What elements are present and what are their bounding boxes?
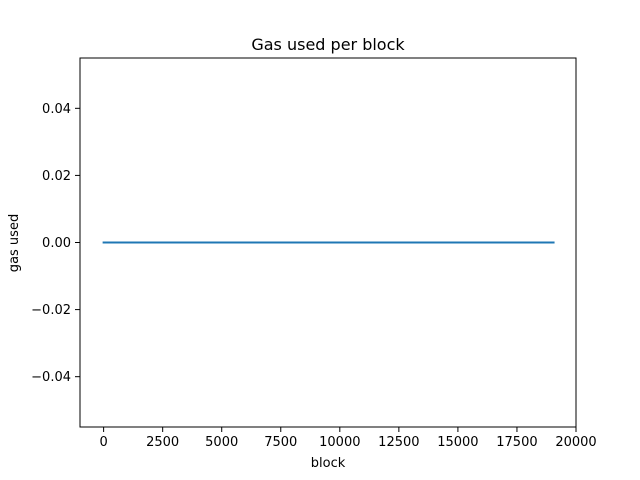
x-tick-label: 2500 (146, 435, 179, 450)
y-tick-label: 0.00 (42, 236, 71, 251)
chart-title: Gas used per block (251, 35, 405, 54)
x-tick-label: 12500 (378, 435, 419, 450)
y-tick-label: 0.02 (42, 169, 71, 184)
x-tick-label: 20000 (555, 435, 596, 450)
y-tick-label: 0.04 (42, 102, 71, 117)
y-tick-label: −0.02 (31, 303, 71, 318)
x-axis-label: block (311, 456, 346, 471)
x-axis-ticks: 0 2500 5000 7500 10000 12500 15000 17500 20000 (99, 427, 597, 450)
x-tick-label: 17500 (496, 435, 537, 450)
x-tick-label: 7500 (264, 435, 297, 450)
y-axis-ticks: −0.04 −0.02 0.00 0.02 0.04 (31, 102, 80, 385)
y-tick-label: −0.04 (31, 370, 71, 385)
x-tick-label: 0 (99, 435, 107, 450)
y-axis-label: gas used (7, 214, 22, 272)
x-tick-label: 15000 (437, 435, 478, 450)
x-tick-label: 10000 (319, 435, 360, 450)
x-tick-label: 5000 (205, 435, 238, 450)
